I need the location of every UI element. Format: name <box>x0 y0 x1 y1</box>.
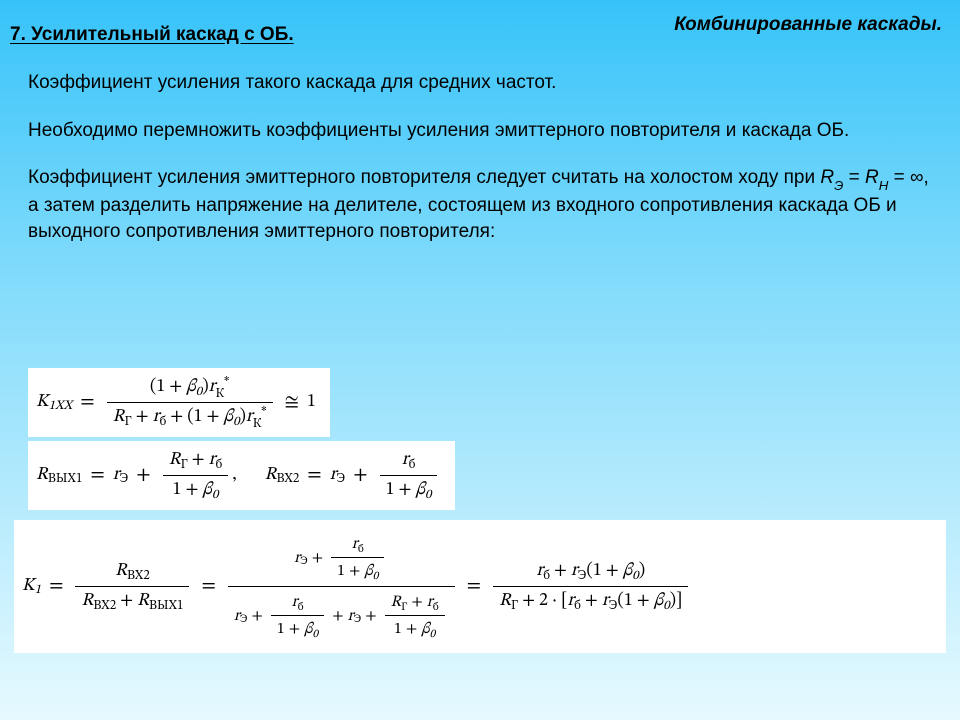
topic-title: Комбинированные каскады. <box>674 14 942 36</box>
equation-rout-rin: RВЫХ1 = rЭ + RГ+rб 1+β0 , RВХ2 = rЭ + rб… <box>28 441 455 510</box>
paragraph-3: Коэффициент усиления эмиттерного повтори… <box>28 165 932 244</box>
var-R-H: RН <box>865 167 888 188</box>
section-title: 7. Усилительный каскад с ОБ. <box>10 24 294 46</box>
equation-k1xx: K1XX = (1+β0)rК* RГ+rб+(1+β0)rК* ≅ 1 <box>28 368 330 437</box>
equation-k1: K1 = RВХ2 RВХ2+RВЫХ1 = rЭ+ rб 1+β0 <box>14 520 946 653</box>
formula-block-2: K1 = RВХ2 RВХ2+RВЫХ1 = rЭ+ rб 1+β0 <box>14 520 946 653</box>
body-text: Коэффициент усиления такого каскада для … <box>28 70 932 266</box>
eq-1: = <box>849 167 860 188</box>
var-R-E: RЭ <box>820 167 843 188</box>
p3-part-a: Коэффициент усиления эмиттерного повтори… <box>28 167 820 188</box>
paragraph-1: Коэффициент усиления такого каскада для … <box>28 70 932 96</box>
paragraph-2: Необходимо перемножить коэффициенты усил… <box>28 118 932 144</box>
formula-block-1: K1XX = (1+β0)rК* RГ+rб+(1+β0)rК* ≅ 1 RВЫ… <box>28 368 455 510</box>
